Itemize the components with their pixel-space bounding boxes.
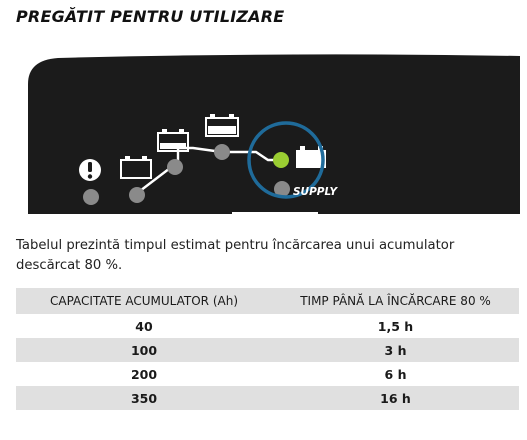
ready-led-active (273, 152, 289, 168)
table-row: 200 6 h (16, 362, 519, 386)
capacity-cell: 350 (16, 386, 272, 410)
page-heading: PREGĂTIT PENTRU UTILIZARE (16, 7, 285, 26)
table-row: 100 3 h (16, 338, 519, 362)
time-cell: 1,5 h (377, 318, 414, 334)
battery-empty-icon (120, 156, 152, 179)
intro-paragraph: Tabelul prezintă timpul estimat pentru î… (16, 238, 455, 273)
time-cell: 16 h (272, 386, 519, 410)
capacity-cell: 100 (16, 338, 272, 362)
charge-led-3 (214, 144, 230, 160)
header-capacity: CAPACITATE ACUMULATOR (Ah) (16, 288, 272, 314)
error-led (83, 189, 99, 205)
header-time: TIMP PÂNĂ LA ÎNCĂRCARE 80 % (272, 288, 519, 314)
battery-partial-icon (157, 129, 189, 152)
highlight-ring (247, 121, 325, 199)
capacity-cell: 200 (130, 366, 158, 382)
charging-time-table: CAPACITATE ACUMULATOR (Ah) TIMP PÂNĂ LA … (16, 288, 519, 410)
table-row: 350 16 h (16, 386, 519, 410)
battery-mostly-full-icon (205, 114, 239, 137)
supply-led (274, 181, 290, 197)
table-header-row: CAPACITATE ACUMULATOR (Ah) TIMP PÂNĂ LA … (16, 288, 519, 314)
time-cell: 6 h (384, 366, 407, 382)
supply-label: SUPPLY (293, 186, 339, 198)
charger-panel-illustration: SUPPLY (28, 54, 520, 215)
table-row: 40 1,5 h (16, 314, 519, 338)
charge-led-2 (167, 159, 183, 175)
charge-led-1 (129, 187, 145, 203)
error-icon (79, 159, 101, 181)
capacity-cell: 40 (135, 318, 153, 334)
time-cell: 3 h (272, 338, 519, 362)
charger-panel (28, 54, 520, 215)
